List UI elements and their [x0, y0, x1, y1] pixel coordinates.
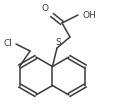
Text: Cl: Cl — [3, 40, 12, 48]
Text: OH: OH — [82, 10, 96, 20]
Text: S: S — [55, 38, 60, 47]
Text: O: O — [42, 4, 49, 13]
